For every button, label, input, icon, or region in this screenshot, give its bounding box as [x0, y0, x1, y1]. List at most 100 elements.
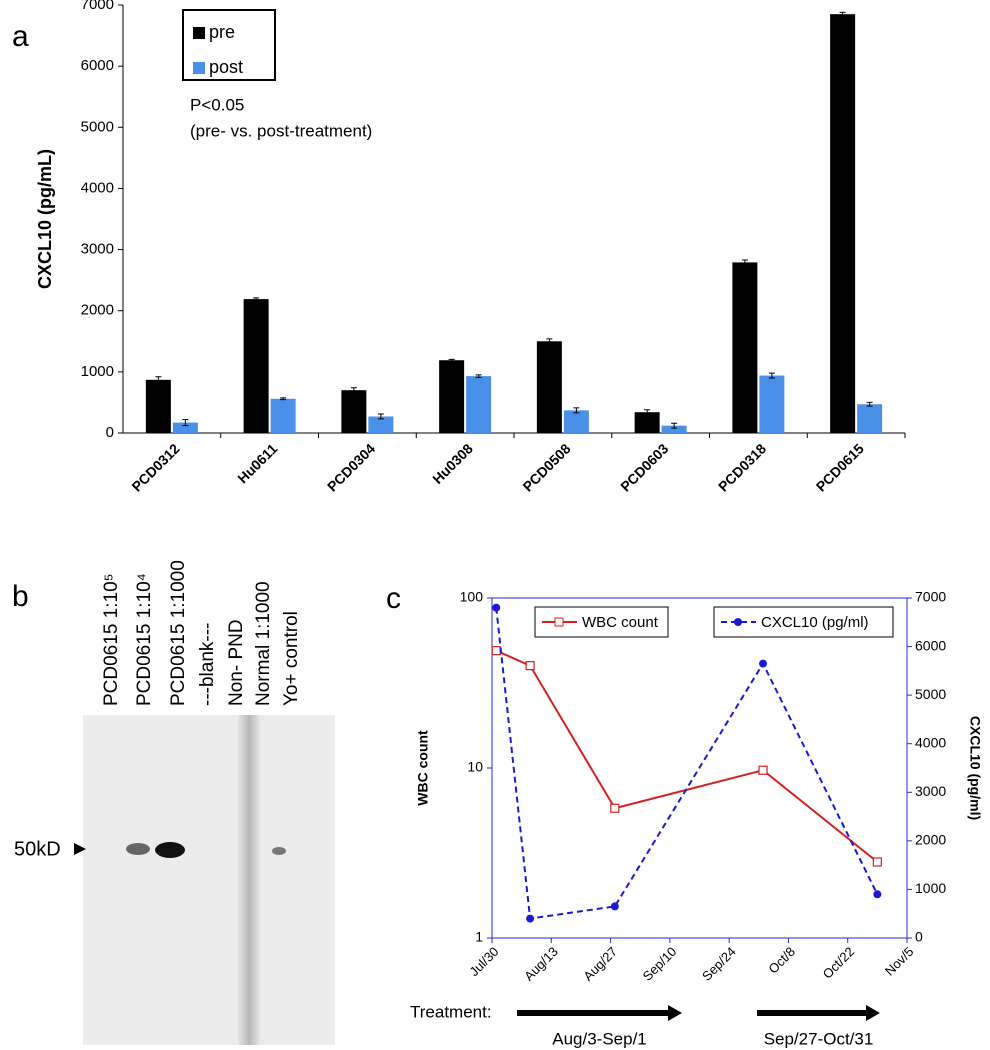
bar: [732, 262, 758, 433]
y-tick-label: 3000: [81, 241, 114, 258]
y-axis-label: CXCL10 (pg/mL): [35, 149, 55, 289]
legend-label: post: [209, 57, 243, 77]
treatment-period: Sep/27-Oct/31: [764, 1029, 874, 1048]
legend-label: pre: [209, 22, 235, 42]
error-bar: [839, 11, 846, 17]
error-bar: [475, 374, 482, 378]
y2-tick-label: 5000: [915, 686, 946, 702]
bar: [145, 379, 171, 433]
x-tick-label: Hu0611: [234, 440, 280, 486]
x-tick-label: Nov/5: [882, 944, 917, 979]
bar: [830, 14, 856, 434]
x-tick-label: Aug/27: [580, 944, 620, 984]
y2-tick-label: 7000: [915, 589, 946, 605]
error-bar: [350, 387, 357, 394]
error-bar: [644, 409, 651, 416]
panel-label: c: [386, 582, 401, 615]
bar: [368, 416, 394, 433]
legend-label: CXCL10 (pg/ml): [761, 614, 869, 631]
blot-band: [126, 843, 150, 855]
bar: [439, 360, 465, 433]
lane-label: Non- PND: [226, 619, 247, 706]
legend-swatch: [193, 62, 205, 74]
treatment-label: Treatment:: [410, 1002, 492, 1021]
error-bar: [866, 401, 873, 407]
lane-label: PCD0615 1:10⁴: [134, 573, 155, 706]
x-tick-label: Hu0308: [429, 440, 476, 487]
x-tick-label: Oct/22: [820, 944, 858, 982]
legend-label: WBC count: [582, 614, 659, 631]
legend-marker: [734, 618, 742, 626]
error-bar: [546, 338, 553, 345]
marker: [610, 803, 620, 813]
blot-smear: [238, 715, 260, 1045]
bar: [661, 425, 687, 433]
y-tick-label: 6000: [81, 57, 114, 74]
lane-label: PCD0615 1:10⁵: [101, 573, 122, 706]
y-tick-label: 2000: [81, 302, 114, 319]
y-axis-label: WBC count: [415, 730, 431, 806]
y-tick-label: 100: [460, 589, 484, 605]
marker: [526, 914, 535, 923]
bar: [634, 412, 660, 433]
y2-tick-label: 1000: [915, 880, 946, 896]
marker: [872, 857, 882, 867]
x-tick-label: Oct/8: [765, 944, 798, 977]
x-tick-label: Aug/13: [521, 944, 561, 984]
marker: [759, 659, 768, 668]
lane-label: Normal 1:1000: [253, 581, 274, 706]
series-line: [495, 607, 879, 920]
blot-band: [272, 847, 286, 855]
y-tick-label: 1: [475, 929, 483, 945]
marker: [525, 661, 535, 671]
x-tick-label: Sep/10: [640, 944, 680, 984]
marker: [873, 890, 882, 899]
x-tick-label: PCD0304: [324, 440, 378, 494]
blot-band: [155, 842, 185, 858]
annotation: P<0.05: [190, 95, 244, 114]
legend-marker: [554, 617, 564, 627]
bar: [857, 404, 883, 433]
x-tick-label: PCD0603: [617, 440, 671, 494]
y-tick-label: 4000: [81, 179, 114, 196]
annotation: (pre- vs. post-treatment): [190, 121, 372, 140]
x-tick-label: PCD0508: [519, 440, 573, 494]
panel-label: a: [12, 20, 29, 53]
error-bar: [182, 419, 189, 427]
marker-arrow: [74, 843, 86, 855]
bar: [759, 375, 785, 433]
error-bar: [741, 259, 748, 266]
treatment-arrow: [757, 1005, 880, 1021]
y2-tick-label: 3000: [915, 783, 946, 799]
x-tick-label: Sep/24: [699, 944, 739, 984]
error-bar: [671, 422, 678, 429]
error-bar: [155, 376, 162, 384]
x-tick-label: PCD0615: [813, 440, 867, 494]
marker: [491, 646, 501, 656]
panel-label: b: [12, 580, 29, 613]
series-line: [495, 649, 878, 863]
y-tick-label: 5000: [81, 118, 114, 135]
bar: [536, 341, 562, 433]
marker: [492, 603, 501, 612]
y-tick-label: 0: [106, 424, 114, 441]
y2-tick-label: 4000: [915, 734, 946, 750]
lane-label: PCD0615 1:1000: [168, 560, 189, 706]
bar: [270, 398, 296, 433]
bar: [563, 410, 589, 433]
x-tick-label: PCD0318: [715, 440, 769, 494]
y2-tick-label: 6000: [915, 637, 946, 653]
error-bar: [448, 358, 455, 362]
y2-axis-label: CXCL10 (pg/ml): [967, 716, 983, 820]
legend-box: [713, 606, 894, 638]
y-tick-label: 1000: [81, 363, 114, 380]
lane-label: Yo+ control: [281, 611, 302, 706]
x-tick-label: PCD0312: [128, 440, 182, 494]
error-bar: [253, 297, 260, 301]
marker-label: 50kD: [14, 838, 61, 860]
x-tick-label: Jul/30: [466, 944, 501, 979]
error-bar: [573, 407, 580, 414]
y-tick-label: 10: [467, 759, 483, 775]
y2-tick-label: 0: [915, 929, 923, 945]
bar: [341, 390, 367, 433]
